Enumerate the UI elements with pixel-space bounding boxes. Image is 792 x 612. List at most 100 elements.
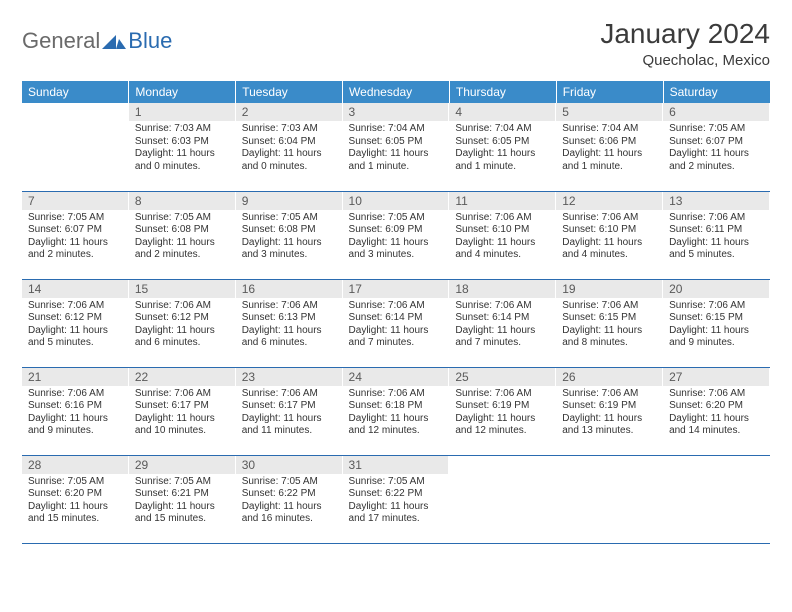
calendar-cell: 6Sunrise: 7:05 AMSunset: 6:07 PMDaylight… [663, 103, 770, 191]
day-number: 19 [556, 280, 663, 298]
day-number: 29 [129, 456, 236, 474]
day-number: 13 [663, 192, 770, 210]
calendar-cell: 2Sunrise: 7:03 AMSunset: 6:04 PMDaylight… [236, 103, 343, 191]
calendar-cell: 20Sunrise: 7:06 AMSunset: 6:15 PMDayligh… [663, 279, 770, 367]
calendar-cell: 13Sunrise: 7:06 AMSunset: 6:11 PMDayligh… [663, 191, 770, 279]
day-details: Sunrise: 7:06 AMSunset: 6:11 PMDaylight:… [663, 210, 770, 266]
calendar-cell: 9Sunrise: 7:05 AMSunset: 6:08 PMDaylight… [236, 191, 343, 279]
day-number: 7 [22, 192, 129, 210]
calendar-cell: 23Sunrise: 7:06 AMSunset: 6:17 PMDayligh… [236, 367, 343, 455]
calendar-row: 21Sunrise: 7:06 AMSunset: 6:16 PMDayligh… [22, 367, 770, 455]
day-details: Sunrise: 7:06 AMSunset: 6:10 PMDaylight:… [449, 210, 556, 266]
day-details: Sunrise: 7:06 AMSunset: 6:18 PMDaylight:… [343, 386, 450, 442]
day-number: 24 [343, 368, 450, 386]
day-details: Sunrise: 7:05 AMSunset: 6:09 PMDaylight:… [343, 210, 450, 266]
calendar-cell: 15Sunrise: 7:06 AMSunset: 6:12 PMDayligh… [129, 279, 236, 367]
day-number: 5 [556, 103, 663, 121]
day-number: 3 [343, 103, 450, 121]
day-number [663, 456, 770, 460]
logo: General Blue [22, 18, 172, 54]
day-details: Sunrise: 7:05 AMSunset: 6:08 PMDaylight:… [236, 210, 343, 266]
calendar-cell: 21Sunrise: 7:06 AMSunset: 6:16 PMDayligh… [22, 367, 129, 455]
day-number: 20 [663, 280, 770, 298]
day-number: 15 [129, 280, 236, 298]
calendar-cell: 18Sunrise: 7:06 AMSunset: 6:14 PMDayligh… [449, 279, 556, 367]
day-number: 2 [236, 103, 343, 121]
calendar-cell [663, 455, 770, 543]
day-details: Sunrise: 7:05 AMSunset: 6:20 PMDaylight:… [22, 474, 129, 530]
day-details: Sunrise: 7:05 AMSunset: 6:07 PMDaylight:… [22, 210, 129, 266]
day-number: 31 [343, 456, 450, 474]
calendar-cell [449, 455, 556, 543]
calendar-row: 7Sunrise: 7:05 AMSunset: 6:07 PMDaylight… [22, 191, 770, 279]
calendar-cell: 16Sunrise: 7:06 AMSunset: 6:13 PMDayligh… [236, 279, 343, 367]
weekday-header: Tuesday [236, 81, 343, 103]
day-number [449, 456, 556, 460]
day-details: Sunrise: 7:06 AMSunset: 6:10 PMDaylight:… [556, 210, 663, 266]
page-header: General Blue January 2024 Quecholac, Mex… [22, 18, 770, 69]
calendar-cell: 17Sunrise: 7:06 AMSunset: 6:14 PMDayligh… [343, 279, 450, 367]
day-number: 9 [236, 192, 343, 210]
day-number: 16 [236, 280, 343, 298]
logo-text-general: General [22, 28, 100, 54]
day-number: 11 [449, 192, 556, 210]
calendar-cell: 4Sunrise: 7:04 AMSunset: 6:05 PMDaylight… [449, 103, 556, 191]
calendar-cell: 12Sunrise: 7:06 AMSunset: 6:10 PMDayligh… [556, 191, 663, 279]
calendar-cell: 8Sunrise: 7:05 AMSunset: 6:08 PMDaylight… [129, 191, 236, 279]
day-details: Sunrise: 7:06 AMSunset: 6:16 PMDaylight:… [22, 386, 129, 442]
day-details: Sunrise: 7:06 AMSunset: 6:12 PMDaylight:… [129, 298, 236, 354]
day-details: Sunrise: 7:05 AMSunset: 6:21 PMDaylight:… [129, 474, 236, 530]
day-details: Sunrise: 7:06 AMSunset: 6:14 PMDaylight:… [449, 298, 556, 354]
logo-text-blue: Blue [128, 28, 172, 54]
weekday-header: Sunday [22, 81, 129, 103]
calendar-cell: 19Sunrise: 7:06 AMSunset: 6:15 PMDayligh… [556, 279, 663, 367]
day-number: 23 [236, 368, 343, 386]
calendar-row: 14Sunrise: 7:06 AMSunset: 6:12 PMDayligh… [22, 279, 770, 367]
calendar-cell: 25Sunrise: 7:06 AMSunset: 6:19 PMDayligh… [449, 367, 556, 455]
weekday-header: Friday [556, 81, 663, 103]
day-details: Sunrise: 7:06 AMSunset: 6:19 PMDaylight:… [556, 386, 663, 442]
day-number: 21 [22, 368, 129, 386]
weekday-header-row: SundayMondayTuesdayWednesdayThursdayFrid… [22, 81, 770, 103]
day-number: 28 [22, 456, 129, 474]
day-details: Sunrise: 7:05 AMSunset: 6:08 PMDaylight:… [129, 210, 236, 266]
day-details: Sunrise: 7:06 AMSunset: 6:15 PMDaylight:… [556, 298, 663, 354]
day-number: 18 [449, 280, 556, 298]
calendar-cell: 26Sunrise: 7:06 AMSunset: 6:19 PMDayligh… [556, 367, 663, 455]
day-details: Sunrise: 7:03 AMSunset: 6:03 PMDaylight:… [129, 121, 236, 177]
weekday-header: Thursday [449, 81, 556, 103]
weekday-header: Wednesday [343, 81, 450, 103]
calendar-cell: 10Sunrise: 7:05 AMSunset: 6:09 PMDayligh… [343, 191, 450, 279]
page-title: January 2024 [600, 18, 770, 50]
calendar-cell [556, 455, 663, 543]
calendar-cell: 1Sunrise: 7:03 AMSunset: 6:03 PMDaylight… [129, 103, 236, 191]
day-number [556, 456, 663, 460]
day-number: 14 [22, 280, 129, 298]
day-details: Sunrise: 7:06 AMSunset: 6:20 PMDaylight:… [663, 386, 770, 442]
day-details: Sunrise: 7:06 AMSunset: 6:17 PMDaylight:… [129, 386, 236, 442]
title-block: January 2024 Quecholac, Mexico [600, 18, 770, 69]
calendar-cell: 27Sunrise: 7:06 AMSunset: 6:20 PMDayligh… [663, 367, 770, 455]
day-number: 12 [556, 192, 663, 210]
calendar-cell [22, 103, 129, 191]
calendar-cell: 31Sunrise: 7:05 AMSunset: 6:22 PMDayligh… [343, 455, 450, 543]
day-details: Sunrise: 7:06 AMSunset: 6:17 PMDaylight:… [236, 386, 343, 442]
calendar-table: SundayMondayTuesdayWednesdayThursdayFrid… [22, 81, 770, 544]
page-subtitle: Quecholac, Mexico [600, 52, 770, 69]
calendar-row: 1Sunrise: 7:03 AMSunset: 6:03 PMDaylight… [22, 103, 770, 191]
day-details: Sunrise: 7:05 AMSunset: 6:22 PMDaylight:… [343, 474, 450, 530]
day-number: 6 [663, 103, 770, 121]
day-number: 17 [343, 280, 450, 298]
logo-mark-icon [102, 33, 126, 49]
day-number: 25 [449, 368, 556, 386]
calendar-cell: 5Sunrise: 7:04 AMSunset: 6:06 PMDaylight… [556, 103, 663, 191]
calendar-cell: 28Sunrise: 7:05 AMSunset: 6:20 PMDayligh… [22, 455, 129, 543]
day-details: Sunrise: 7:06 AMSunset: 6:14 PMDaylight:… [343, 298, 450, 354]
calendar-cell: 22Sunrise: 7:06 AMSunset: 6:17 PMDayligh… [129, 367, 236, 455]
weekday-header: Saturday [663, 81, 770, 103]
calendar-cell: 7Sunrise: 7:05 AMSunset: 6:07 PMDaylight… [22, 191, 129, 279]
calendar-cell: 30Sunrise: 7:05 AMSunset: 6:22 PMDayligh… [236, 455, 343, 543]
calendar-cell: 29Sunrise: 7:05 AMSunset: 6:21 PMDayligh… [129, 455, 236, 543]
day-number: 8 [129, 192, 236, 210]
day-details: Sunrise: 7:06 AMSunset: 6:15 PMDaylight:… [663, 298, 770, 354]
